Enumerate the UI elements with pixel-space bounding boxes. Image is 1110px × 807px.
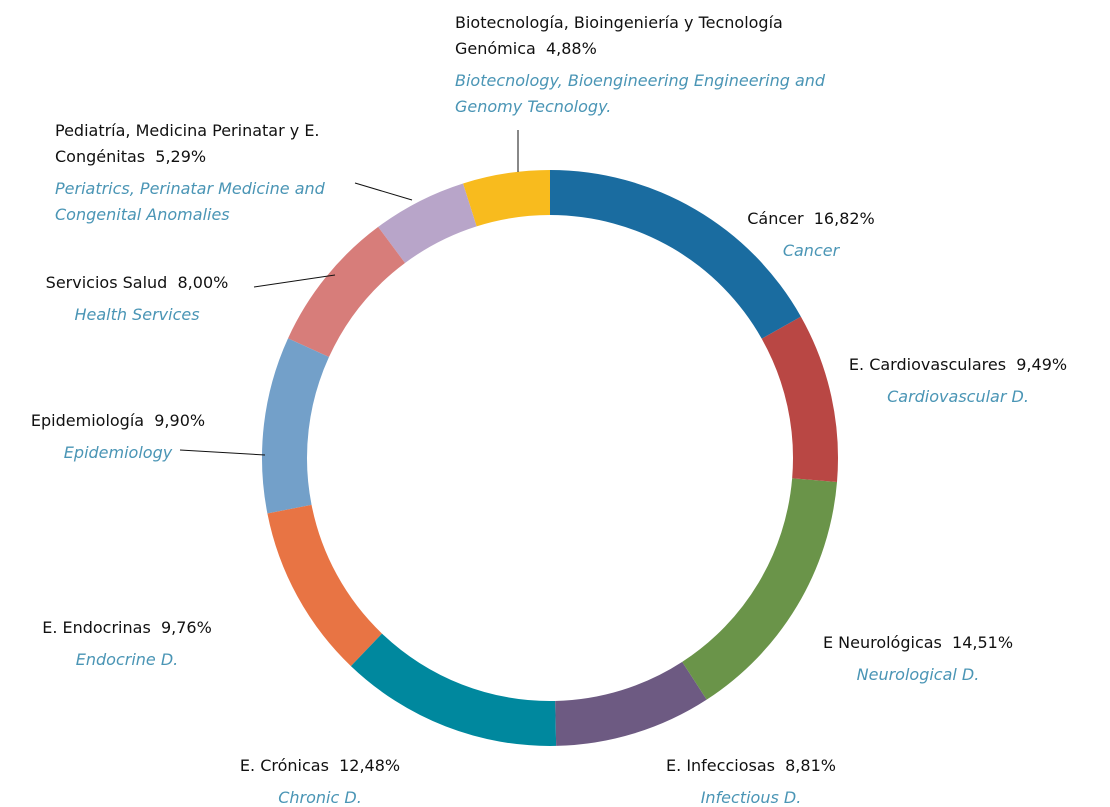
donut-slice bbox=[350, 633, 557, 746]
value-label: 9,49% bbox=[1016, 355, 1068, 374]
value-label: 4,88% bbox=[545, 39, 597, 58]
label-name: E Neurológicas 14,51% bbox=[768, 630, 1068, 656]
value-label: 12,48% bbox=[339, 756, 401, 775]
label-name: E. Endocrinas 9,76% bbox=[0, 615, 277, 641]
translation: Endocrine D. bbox=[75, 650, 179, 669]
slice-label: Cáncer 16,82% Cancer bbox=[661, 206, 961, 264]
slice-label: Epidemiología 9,90% Epidemiology bbox=[0, 408, 268, 466]
donut-slice bbox=[288, 226, 406, 358]
donut-slice bbox=[262, 338, 329, 514]
slice-label: E Neurológicas 14,51% Neurological D. bbox=[768, 630, 1068, 688]
slice-label: E. Cardiovasculares 9,49% Cardiovascular … bbox=[798, 352, 1110, 410]
value-label: 14,51% bbox=[952, 633, 1014, 652]
leader-line bbox=[354, 182, 413, 201]
donut-slice bbox=[761, 316, 839, 482]
category-name: Biotecnología, Bioingeniería y Tecnologí… bbox=[455, 13, 783, 58]
slice-label: Pediatría, Medicina Perinatar y E. Congé… bbox=[55, 118, 355, 228]
label-name: Epidemiología 9,90% bbox=[0, 408, 268, 434]
translation: Epidemiology bbox=[63, 443, 173, 462]
donut-slice bbox=[267, 504, 383, 667]
translation: Infectious D. bbox=[700, 788, 802, 807]
category-name: Servicios Salud bbox=[45, 273, 168, 292]
slice-label: Servicios Salud 8,00% Health Services bbox=[0, 270, 287, 328]
label-name: Cáncer 16,82% bbox=[661, 206, 961, 232]
slice-label: E. Infecciosas 8,81% Infectious D. bbox=[601, 753, 901, 807]
donut-slice bbox=[378, 183, 477, 264]
category-name: Epidemiología bbox=[30, 411, 145, 430]
translation: Biotecnology, Bioengineering Engineering… bbox=[455, 71, 826, 116]
category-name: E. Infecciosas bbox=[666, 756, 775, 775]
category-name: E Neurológicas bbox=[822, 633, 942, 652]
translation: Health Services bbox=[74, 305, 200, 324]
translation: Cardiovascular D. bbox=[887, 387, 1029, 406]
slice-label: Biotecnología, Bioingeniería y Tecnologí… bbox=[455, 10, 880, 120]
value-label: 9,90% bbox=[154, 411, 206, 430]
leader-line bbox=[253, 274, 336, 288]
slice-label: E. Endocrinas 9,76% Endocrine D. bbox=[0, 615, 277, 673]
leader-lines bbox=[179, 130, 519, 456]
donut-slice bbox=[555, 661, 707, 746]
leader-line bbox=[179, 449, 266, 456]
label-name: Servicios Salud 8,00% bbox=[0, 270, 287, 296]
translation: Periatrics, Perinatar Medicine and Conge… bbox=[55, 179, 325, 224]
value-label: 8,81% bbox=[785, 756, 836, 775]
value-label: 16,82% bbox=[813, 209, 875, 228]
value-label: 8,00% bbox=[177, 273, 229, 292]
donut-slice bbox=[550, 170, 801, 339]
label-name: E. Cardiovasculares 9,49% bbox=[798, 352, 1110, 378]
label-name: Pediatría, Medicina Perinatar y E. Congé… bbox=[55, 118, 355, 170]
label-name: E. Crónicas 12,48% bbox=[170, 753, 470, 779]
translation: Cancer bbox=[782, 241, 840, 260]
translation: Neurological D. bbox=[856, 665, 980, 684]
donut-slice bbox=[463, 170, 550, 227]
slice-label: E. Crónicas 12,48% Chronic D. bbox=[170, 753, 470, 807]
label-name: Biotecnología, Bioingeniería y Tecnologí… bbox=[455, 10, 845, 62]
value-label: 5,29% bbox=[155, 147, 207, 166]
label-name: E. Infecciosas 8,81% bbox=[601, 753, 901, 779]
category-name: E. Endocrinas bbox=[42, 618, 151, 637]
donut-slice bbox=[682, 478, 838, 700]
value-label: 9,76% bbox=[160, 618, 212, 637]
category-name: E. Cardiovasculares bbox=[848, 355, 1007, 374]
category-name: Cáncer bbox=[747, 209, 804, 228]
category-name: Pediatría, Medicina Perinatar y E. Congé… bbox=[55, 121, 320, 166]
translation: Chronic D. bbox=[278, 788, 362, 807]
category-name: E. Crónicas bbox=[239, 756, 329, 775]
